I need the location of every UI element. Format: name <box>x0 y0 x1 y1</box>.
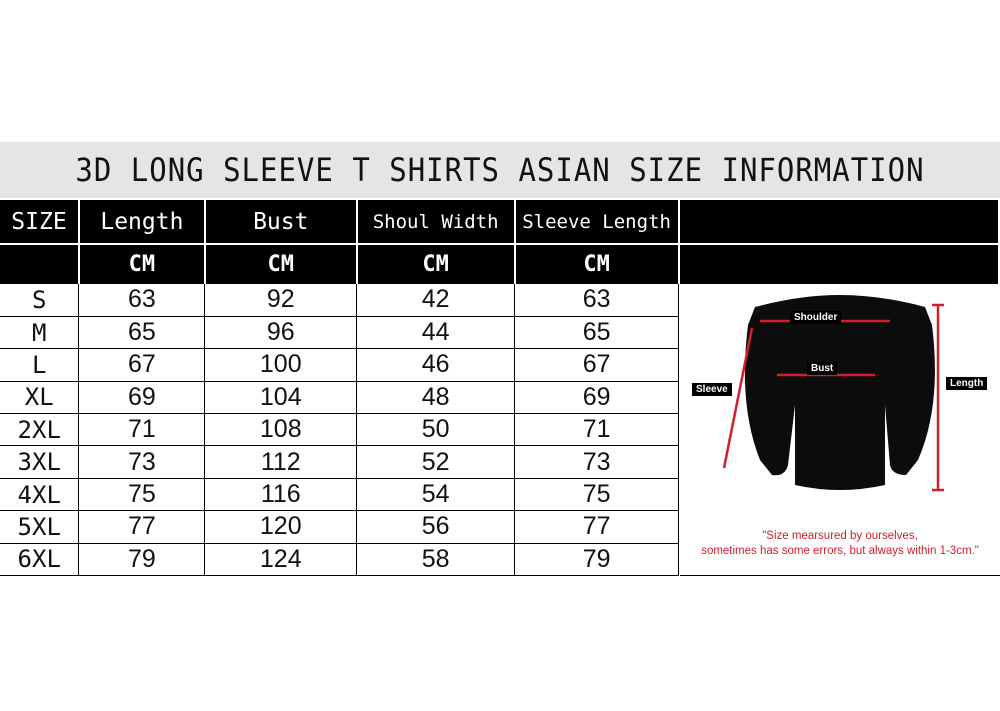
length-label: Length <box>946 377 988 390</box>
table-cell: 63 <box>78 284 206 317</box>
table-cell: L <box>0 348 80 382</box>
table-row: S 63 92 42 63 <box>0 284 999 317</box>
sleeve-label: Sleeve <box>692 383 732 396</box>
note-line: "Size mearsured by ourselves, <box>762 530 918 542</box>
table-cell: 73 <box>78 445 206 479</box>
table-cell: 71 <box>78 413 206 447</box>
sweatshirt-shape <box>744 295 935 490</box>
table-cell: 56 <box>356 510 516 544</box>
table-cell: 108 <box>204 413 358 447</box>
table-cell: 5XL <box>0 510 80 544</box>
table-cell: 96 <box>204 316 358 350</box>
table-cell: 92 <box>204 284 358 317</box>
size-table: SIZE Length Bust Shoul Width Sleeve Leng… <box>0 200 1000 577</box>
table-cell: 69 <box>78 381 206 415</box>
table-cell: 116 <box>204 478 358 512</box>
table-cell: 42 <box>356 284 516 317</box>
table-row: M 65 96 44 65 <box>0 316 999 350</box>
bust-label: Bust <box>807 362 838 375</box>
table-row: 2XL 71 108 50 71 <box>0 413 999 447</box>
table-cell: 71 <box>514 413 680 447</box>
table-cell: 65 <box>514 316 680 350</box>
measure-lines <box>722 303 944 492</box>
header-bust: Bust <box>204 200 358 245</box>
table-cell: 79 <box>514 543 680 577</box>
table-cell: 67 <box>514 348 680 382</box>
header-shoulder-width: Shoul Width <box>356 200 516 245</box>
shoulder-label: Shoulder <box>790 311 842 324</box>
table-cell: 2XL <box>0 413 80 447</box>
table-cell: 69 <box>514 381 680 415</box>
table-cell: 100 <box>204 348 358 382</box>
table-cell: 104 <box>204 381 358 415</box>
table-cell: 75 <box>514 478 680 512</box>
table-cell: 48 <box>356 381 516 415</box>
table-row: L 67 100 46 67 <box>0 348 999 382</box>
measurement-note: "Size mearsured by ourselves, sometimes … <box>680 529 1000 559</box>
table-cell: 77 <box>514 510 680 544</box>
sweatshirt-image <box>722 295 944 492</box>
note-line: sometimes has some errors, but always wi… <box>701 545 979 557</box>
table-cell: 50 <box>356 413 516 447</box>
table-cell: 44 <box>356 316 516 350</box>
table-cell: 79 <box>78 543 206 577</box>
table-cell: 65 <box>78 316 206 350</box>
title-text: 3D LONG SLEEVE T SHIRTS ASIAN SIZE INFOR… <box>75 151 925 189</box>
chart-title: 3D LONG SLEEVE T SHIRTS ASIAN SIZE INFOR… <box>0 142 1000 198</box>
table-row: 5XL 77 120 56 77 <box>0 510 999 544</box>
table-row: 3XL 73 112 52 73 <box>0 445 999 479</box>
table-cell: 77 <box>78 510 206 544</box>
table-cell: XL <box>0 381 80 415</box>
table-row: XL 69 104 48 69 <box>0 381 999 415</box>
table-cell: 52 <box>356 445 516 479</box>
table-cell: 120 <box>204 510 358 544</box>
unit-cell: CM <box>514 244 680 284</box>
table-cell: 124 <box>204 543 358 577</box>
table-cell: 6XL <box>0 543 80 577</box>
table-cell: 3XL <box>0 445 80 479</box>
table-cell: 75 <box>78 478 206 512</box>
table-cell: 67 <box>78 348 206 382</box>
table-cell: S <box>0 284 80 317</box>
table-cell: M <box>0 316 80 350</box>
header-sleeve-length: Sleeve Length <box>514 200 680 245</box>
table-cell: 63 <box>514 284 680 317</box>
unit-cell: CM <box>356 244 516 284</box>
header-size: SIZE <box>0 200 80 245</box>
table-cell: 73 <box>514 445 680 479</box>
table-row: 6XL 79 124 58 79 <box>0 543 999 577</box>
table-cell: 112 <box>204 445 358 479</box>
table-cell: 4XL <box>0 478 80 512</box>
header-row: SIZE Length Bust Shoul Width Sleeve Leng… <box>0 200 1000 245</box>
table-cell: 54 <box>356 478 516 512</box>
header-length: Length <box>78 200 206 245</box>
table-cell: 46 <box>356 348 516 382</box>
unit-cell: CM <box>78 244 206 284</box>
table-row: 4XL 75 116 54 75 <box>0 478 999 512</box>
unit-row: CM CM CM CM <box>0 244 1000 284</box>
unit-cell: CM <box>204 244 358 284</box>
unit-cell <box>0 244 80 284</box>
measurement-diagram: Shoulder Bust Sleeve Length "Size mearsu… <box>680 285 1000 576</box>
table-cell: 58 <box>356 543 516 577</box>
header-blank <box>678 200 1000 245</box>
unit-blank <box>678 244 1000 284</box>
